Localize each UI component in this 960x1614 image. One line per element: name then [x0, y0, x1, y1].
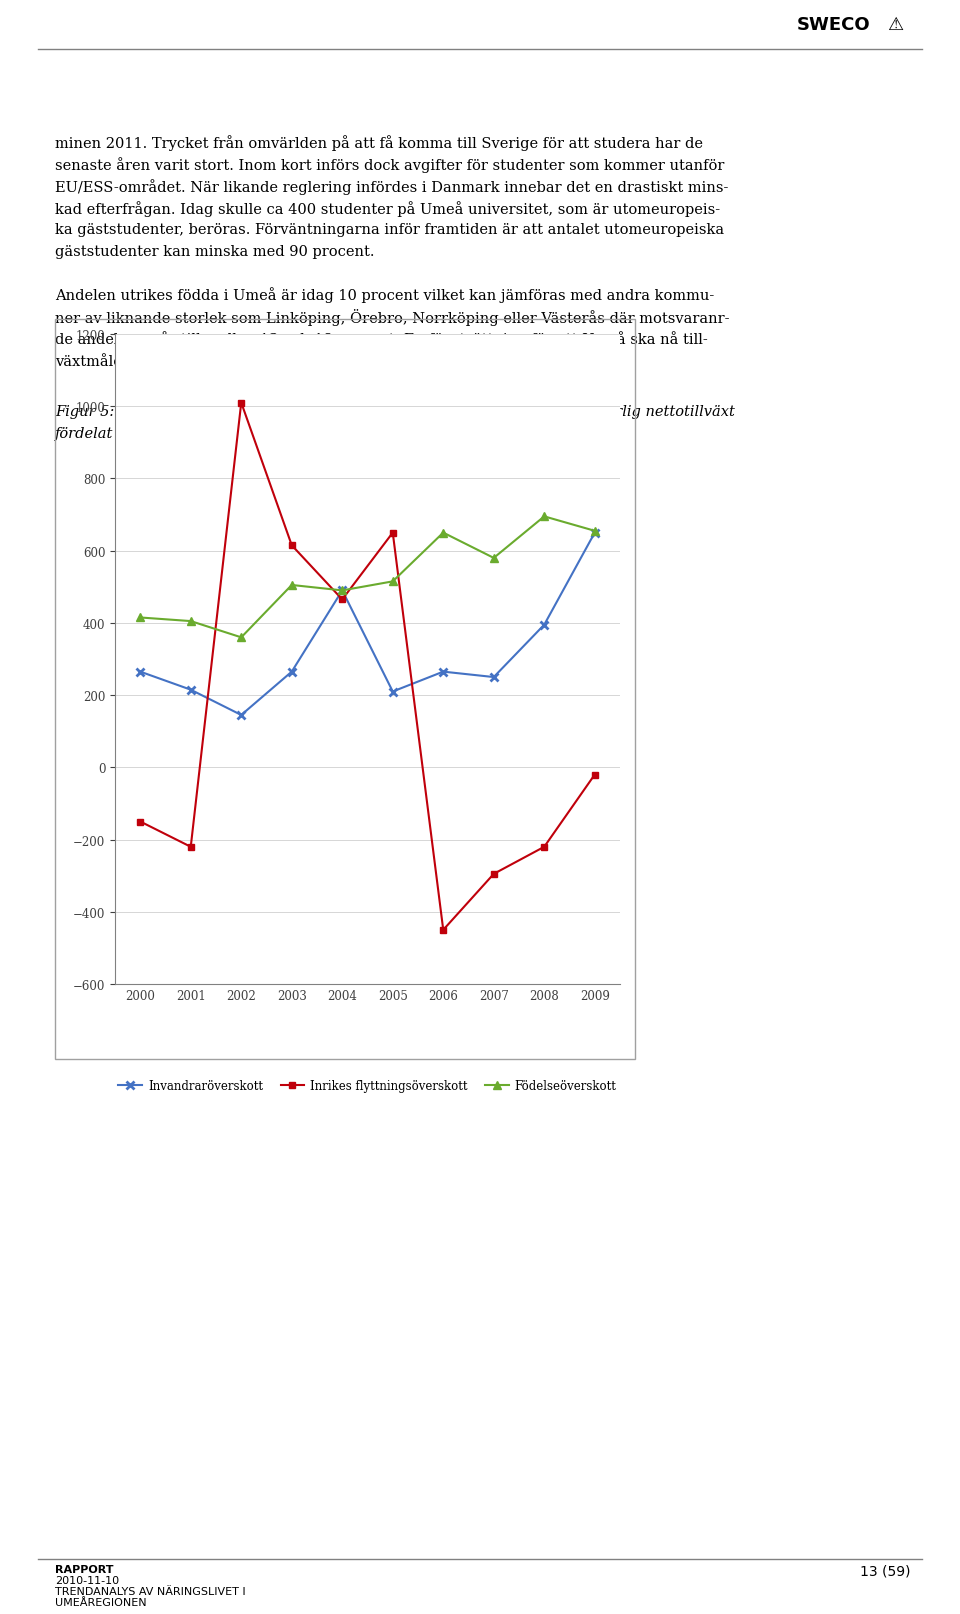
Text: ka gäststudenter, beröras. Förväntningarna inför framtiden är att antalet utomeu: ka gäststudenter, beröras. Förväntningar… [55, 223, 724, 237]
Text: UMEÅREGIONEN: UMEÅREGIONEN [55, 1596, 147, 1608]
Inrikes flyttningsöverskott [539, 838, 550, 857]
Invandraröverskott [185, 681, 197, 700]
Line: Födelseöverskott: Födelseöverskott [136, 513, 599, 642]
Födelseöverskott [235, 628, 247, 647]
Födelseöverskott [438, 523, 449, 542]
Text: RAPPORT: RAPPORT [55, 1564, 113, 1574]
Text: minen 2011. Trycket från omvärlden på att få komma till Sverige för att studera : minen 2011. Trycket från omvärlden på at… [55, 136, 703, 150]
Födelseöverskott [539, 507, 550, 526]
Text: ⚠: ⚠ [887, 16, 903, 34]
Text: de andel uppgår till mellan 13 och 18 procent. En förutsättning för att Umeå ska: de andel uppgår till mellan 13 och 18 pr… [55, 331, 708, 347]
Födelseöverskott [337, 581, 348, 600]
Text: SWECO: SWECO [797, 16, 870, 34]
Födelseöverskott [488, 549, 499, 568]
Inrikes flyttningsöverskott [488, 865, 499, 884]
Invandraröverskott [235, 705, 247, 725]
Text: kad efterfrågan. Idag skulle ca 400 studenter på Umeå universitet, som är utomeu: kad efterfrågan. Idag skulle ca 400 stud… [55, 200, 720, 216]
Invandraröverskott [488, 668, 499, 688]
Födelseöverskott [185, 612, 197, 631]
Invandraröverskott [589, 523, 601, 542]
Inrikes flyttningsöverskott [185, 838, 197, 857]
Invandraröverskott [387, 683, 398, 702]
Text: EU/ESS-området. När likande reglering infördes i Danmark innebar det en drastisk: EU/ESS-området. När likande reglering in… [55, 179, 729, 195]
Inrikes flyttningsöverskott [387, 523, 398, 542]
Text: ner av liknande storlek som Linköping, Örebro, Norrköping eller Västerås där mot: ner av liknande storlek som Linköping, Ö… [55, 308, 730, 326]
Line: Inrikes flyttningsöverskott: Inrikes flyttningsöverskott [136, 400, 598, 935]
Inrikes flyttningsöverskott [337, 591, 348, 610]
Text: Andelen utrikes födda i Umeå är idag 10 procent vilket kan jämföras med andra ko: Andelen utrikes födda i Umeå är idag 10 … [55, 287, 714, 303]
Födelseöverskott [589, 521, 601, 541]
Text: växtmålet till 2050 är att invandringen ökar.: växtmålet till 2050 är att invandringen … [55, 353, 384, 368]
Inrikes flyttningsöverskott [235, 394, 247, 413]
Text: gäststudenter kan minska med 90 procent.: gäststudenter kan minska med 90 procent. [55, 245, 374, 258]
Födelseöverskott [134, 608, 146, 628]
Inrikes flyttningsöverskott [134, 812, 146, 831]
Text: fördelat på grupper i Umeå: fördelat på grupper i Umeå [55, 424, 258, 441]
Invandraröverskott [134, 662, 146, 681]
Invandraröverskott [337, 581, 348, 600]
Invandraröverskott [539, 615, 550, 634]
Text: 13 (59): 13 (59) [859, 1564, 910, 1578]
Inrikes flyttningsöverskott [438, 920, 449, 939]
Inrikes flyttningsöverskott [589, 765, 601, 784]
Text: TRENDANALYS AV NÄRINGSLIVET I: TRENDANALYS AV NÄRINGSLIVET I [55, 1587, 246, 1596]
Text: senaste åren varit stort. Inom kort införs dock avgifter för studenter som komme: senaste åren varit stort. Inom kort infö… [55, 157, 725, 173]
Invandraröverskott [438, 662, 449, 681]
Text: Figur 5: Befolkningstillväxtens komponenter i under perioden 2000-2009, årlig ne: Figur 5: Befolkningstillväxtens komponen… [55, 404, 734, 418]
Inrikes flyttningsöverskott [286, 536, 298, 555]
Line: Invandraröverskott: Invandraröverskott [136, 529, 599, 720]
Legend: Invandraröverskott, Inrikes flyttningsöverskott, Födelseöverskott: Invandraröverskott, Inrikes flyttningsöv… [113, 1075, 621, 1098]
Födelseöverskott [286, 576, 298, 596]
Text: 2010-11-10: 2010-11-10 [55, 1575, 119, 1585]
Födelseöverskott [387, 573, 398, 592]
Invandraröverskott [286, 662, 298, 681]
